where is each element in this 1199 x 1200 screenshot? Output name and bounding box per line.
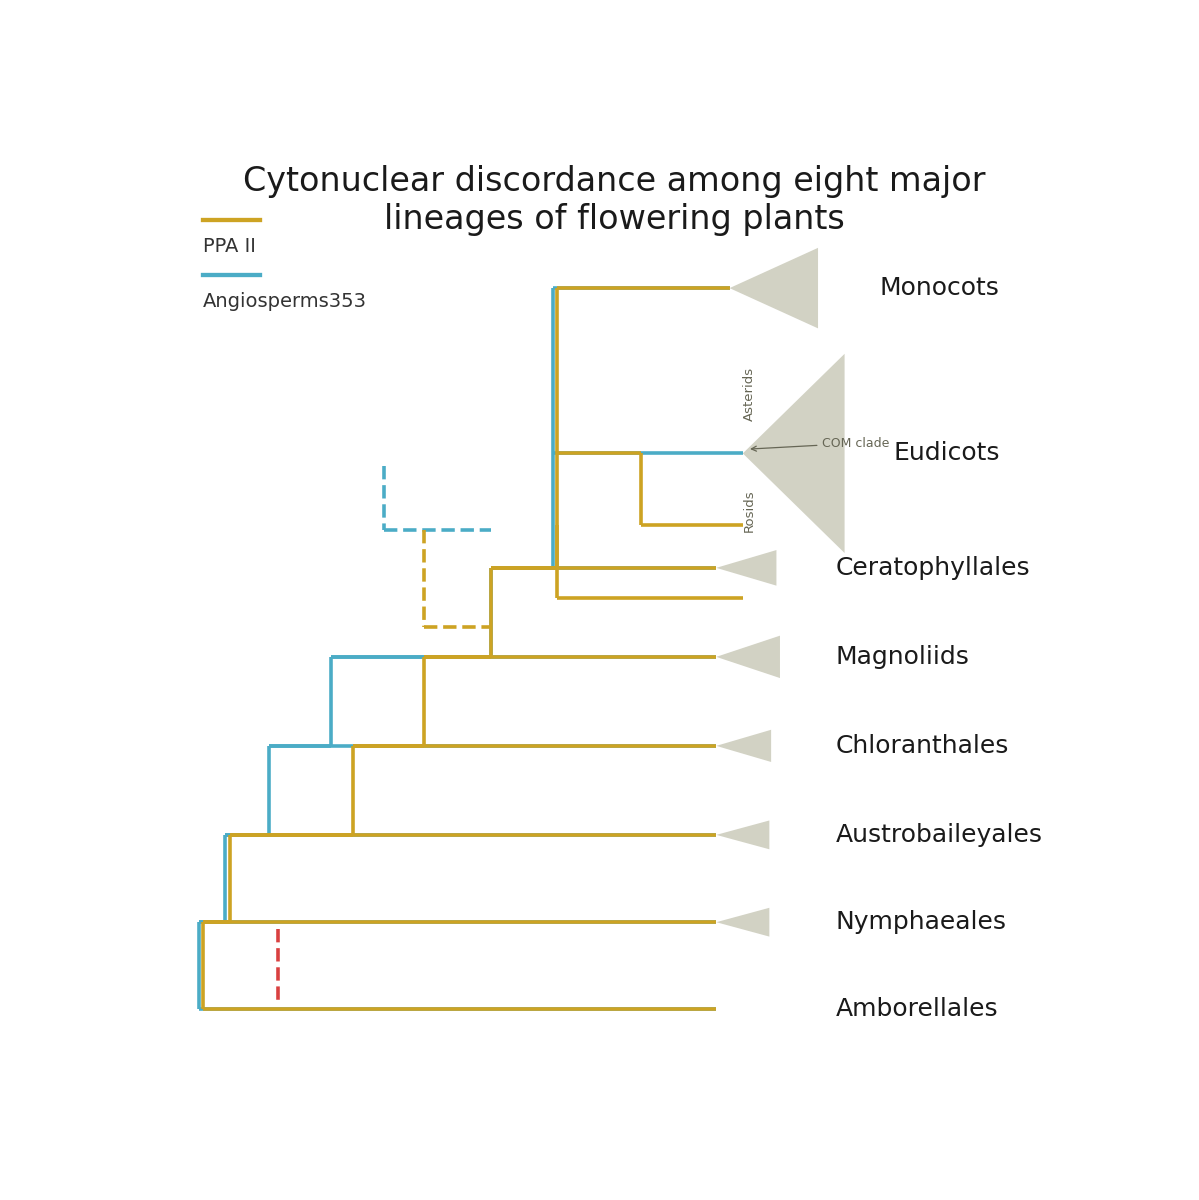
Text: Monocots: Monocots	[880, 276, 1000, 300]
Text: Amborellales: Amborellales	[836, 997, 999, 1021]
Text: Angiosperms353: Angiosperms353	[203, 293, 367, 311]
Text: COM clade: COM clade	[752, 437, 890, 451]
Text: Cytonuclear discordance among eight major
lineages of flowering plants: Cytonuclear discordance among eight majo…	[243, 166, 986, 236]
Polygon shape	[716, 550, 777, 586]
Text: Austrobaileyales: Austrobaileyales	[836, 823, 1043, 847]
Polygon shape	[716, 636, 781, 678]
Polygon shape	[716, 907, 770, 937]
Text: Magnoliids: Magnoliids	[836, 644, 970, 668]
Text: PPA II: PPA II	[203, 238, 255, 257]
Polygon shape	[716, 821, 770, 850]
Polygon shape	[729, 248, 818, 329]
Text: Asterids: Asterids	[742, 367, 755, 421]
Text: Eudicots: Eudicots	[893, 442, 1000, 466]
Polygon shape	[716, 730, 771, 762]
Text: Rosids: Rosids	[742, 490, 755, 533]
Text: Chloranthales: Chloranthales	[836, 734, 1010, 758]
Text: Nymphaeales: Nymphaeales	[836, 910, 1007, 934]
Text: Ceratophyllales: Ceratophyllales	[836, 556, 1030, 580]
Polygon shape	[743, 354, 844, 553]
